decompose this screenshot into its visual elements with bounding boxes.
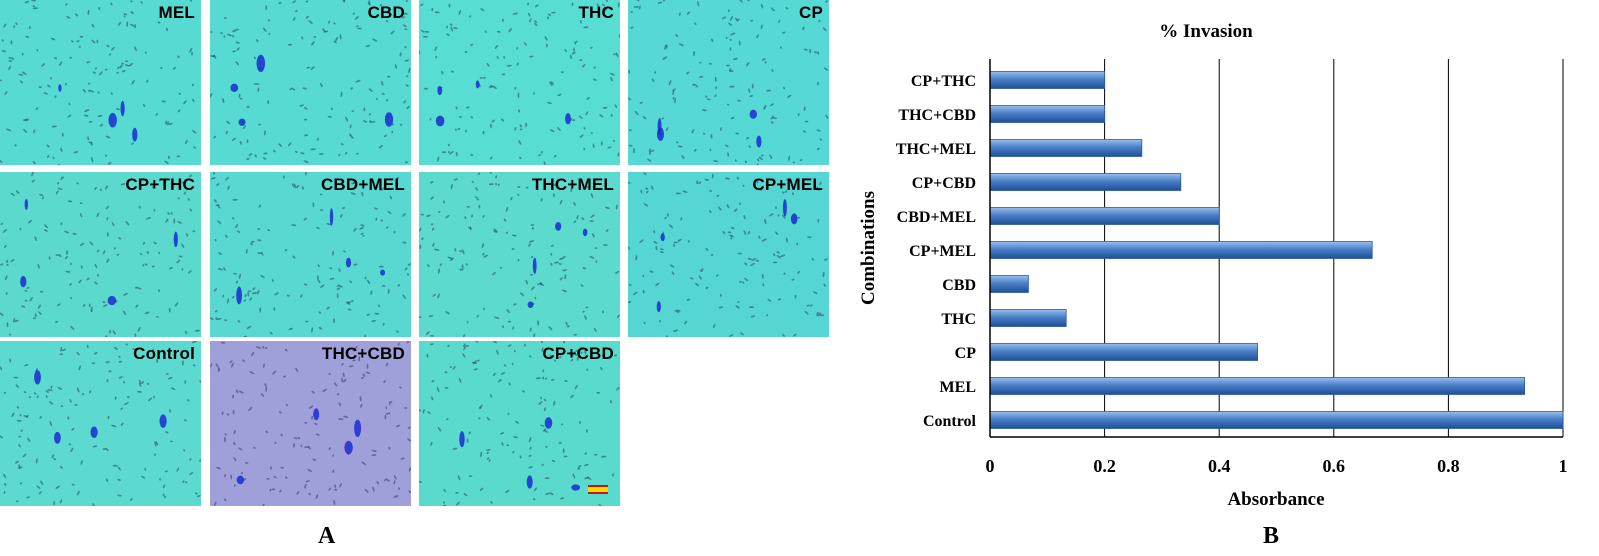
cell-texture xyxy=(419,341,620,506)
microscopy-panel: THC xyxy=(419,0,620,165)
cell-texture xyxy=(628,0,829,165)
bar xyxy=(989,139,1143,157)
x-tick-label: 0.2 xyxy=(1093,456,1116,476)
y-tick-label: CP+MEL xyxy=(909,243,976,260)
bar xyxy=(989,241,1373,259)
microscopy-panel: THC+MEL xyxy=(419,172,620,337)
x-tick-label: 0 xyxy=(986,456,995,476)
bar xyxy=(989,207,1220,225)
bar xyxy=(989,377,1525,395)
bar xyxy=(989,343,1259,361)
bar xyxy=(989,71,1105,89)
bar xyxy=(989,173,1182,191)
microscopy-panel: CP+MEL xyxy=(628,172,829,337)
x-tick-labels: 0 0.2 0.4 0.6 0.8 1 xyxy=(986,456,1568,476)
chart-title: % Invasion xyxy=(1159,21,1253,42)
x-tick-label: 0.8 xyxy=(1437,456,1460,476)
cell-texture xyxy=(419,0,620,165)
cell-texture xyxy=(0,341,201,506)
y-tick-label: Control xyxy=(923,413,977,430)
y-tick-label: CP+CBD xyxy=(912,175,976,192)
x-tick-label: 1 xyxy=(1559,456,1568,476)
bars xyxy=(989,71,1564,429)
microscopy-panel: CP+THC xyxy=(0,172,201,337)
panel-title: CP xyxy=(798,3,823,22)
microscopy-panel: CBD+MEL xyxy=(210,172,411,337)
panel-title: CP+MEL xyxy=(752,175,823,194)
bar xyxy=(989,309,1067,327)
panel-title: Control xyxy=(133,344,195,363)
x-tick-label: 0.4 xyxy=(1208,456,1231,476)
microscopy-panel: CP+CBD xyxy=(419,341,620,506)
bar xyxy=(989,411,1564,429)
microscopy-panel: CP xyxy=(628,0,829,165)
panel-title: CP+CBD xyxy=(542,344,614,363)
y-tick-label: CBD xyxy=(942,277,976,294)
microscopy-panel: Control xyxy=(0,341,201,506)
y-tick-label: MEL xyxy=(940,379,976,396)
microscopy-panel: CBD xyxy=(210,0,411,165)
cell-texture xyxy=(0,172,201,337)
cell-texture xyxy=(628,172,829,337)
microscopy-panel: THC+CBD xyxy=(210,341,411,506)
panel-b-label: B xyxy=(1263,523,1280,549)
y-tick-label: CP+THC xyxy=(911,73,976,90)
y-tick-label: THC+MEL xyxy=(896,141,976,158)
x-axis-title: Absorbance xyxy=(1227,489,1324,510)
y-tick-label: THC+CBD xyxy=(898,107,976,124)
y-tick-label: THC xyxy=(941,311,976,328)
cell-texture xyxy=(0,0,201,165)
panel-title: CBD+MEL xyxy=(320,175,405,194)
cell-texture xyxy=(210,341,411,506)
bar xyxy=(989,105,1105,123)
cell-texture xyxy=(210,172,411,337)
panel-title: THC xyxy=(578,3,614,22)
x-tick-label: 0.6 xyxy=(1323,456,1346,476)
y-tick-label: CBD+MEL xyxy=(897,209,976,226)
bar xyxy=(989,275,1029,293)
cell-texture xyxy=(419,172,620,337)
panel-title: CP+THC xyxy=(125,175,195,194)
cell-texture xyxy=(210,0,411,165)
y-tick-labels: CP+THC THC+CBD THC+MEL CP+CBD CBD+MEL CP+MEL C… xyxy=(896,73,977,430)
y-axis-title: Combinations xyxy=(858,191,879,305)
panel-title: MEL xyxy=(158,3,195,22)
panel-title: THC+MEL xyxy=(531,175,614,194)
y-tick-label: CP xyxy=(955,345,977,362)
invasion-bar-chart: % Invasion CP+THC THC+CBD THC+MEL CP+CBD CBD… xyxy=(858,21,1568,510)
panel-title: THC+CBD xyxy=(321,344,405,363)
panel-a-label: A xyxy=(318,523,336,549)
panel-title: CBD xyxy=(367,3,405,22)
microscopy-panel: MEL xyxy=(0,0,201,165)
scale-bar xyxy=(588,485,608,494)
